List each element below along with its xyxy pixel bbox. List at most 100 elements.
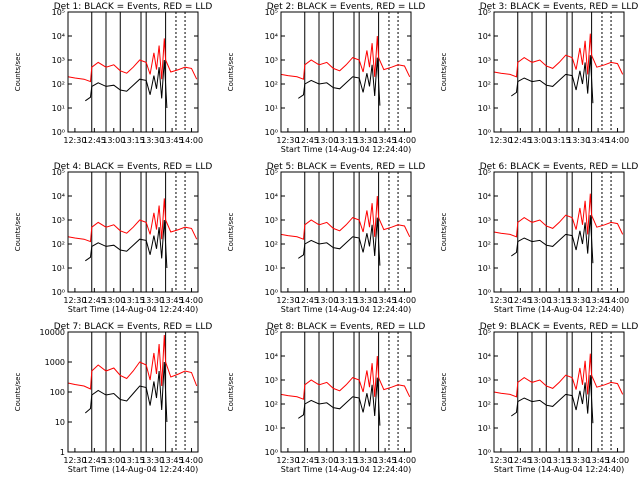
x-axis-label: Start Time (14-Aug-04 12:24:40) (281, 465, 412, 474)
plot-frame (67, 11, 199, 133)
x-tick-label: 13:45 (374, 296, 397, 305)
x-tick-label: 12:45 (296, 136, 319, 145)
x-tick-label: 12:45 (509, 296, 532, 305)
events-series-line (511, 55, 594, 104)
plot-frame (67, 171, 199, 293)
x-tick-label: 14:00 (606, 136, 629, 145)
lld-series-line (67, 334, 198, 390)
chart-panel-8: Det 8: BLACK = Events, RED = LLD Counts/s… (227, 322, 425, 474)
y-tick-label: 10⁴ (265, 192, 278, 201)
y-axis-label: Counts/sec (440, 213, 448, 252)
y-tick-label: 10⁴ (52, 32, 65, 41)
y-tick-label: 10² (52, 80, 65, 89)
plot-frame (493, 11, 625, 133)
y-tick-label: 10¹ (265, 104, 278, 113)
lld-series-line (67, 198, 198, 243)
y-tick-label: 10³ (265, 216, 278, 225)
chart-panel-4: Det 4: BLACK = Events, RED = LLD Counts/s… (14, 162, 212, 314)
y-axis-label: Counts/sec (14, 53, 22, 92)
y-tick-label: 10³ (478, 376, 491, 385)
plot-frame (493, 171, 625, 293)
x-axis-label: Start Time (14-Aug-04 12:24:40) (494, 465, 625, 474)
y-tick-label: 10¹ (478, 424, 491, 433)
plot-frame (280, 331, 412, 453)
y-tick-label: 10³ (478, 216, 491, 225)
x-tick-label: 14:00 (393, 456, 416, 465)
y-tick-label: 10² (265, 240, 278, 249)
lld-series-line (493, 33, 624, 78)
x-tick-label: 14:00 (180, 296, 203, 305)
x-tick-label: 13:45 (587, 136, 610, 145)
y-tick-label: 10⁴ (265, 32, 278, 41)
y-axis-label: Counts/sec (14, 213, 22, 252)
x-tick-label: 13:00 (315, 136, 338, 145)
y-axis-label: Counts/sec (14, 373, 22, 412)
chart-title: Det 7: BLACK = Events, RED = LLD (54, 322, 213, 332)
x-tick-label: 13:15 (548, 136, 571, 145)
y-tick-label: 10⁵ (265, 328, 278, 337)
x-tick-label: 13:45 (161, 456, 184, 465)
x-tick-label: 13:30 (567, 296, 590, 305)
y-tick-label: 10³ (52, 56, 65, 65)
y-tick-label: 10⁵ (265, 168, 278, 177)
x-tick-label: 13:15 (122, 136, 145, 145)
y-tick-label: 10 (55, 418, 65, 427)
y-axis-label: Counts/sec (227, 213, 235, 252)
x-tick-label: 12:30 (489, 296, 512, 305)
x-tick-label: 13:15 (335, 456, 358, 465)
y-tick-label: 10000 (40, 328, 65, 337)
x-tick-label: 13:00 (528, 296, 551, 305)
x-tick-label: 12:30 (276, 456, 299, 465)
x-tick-label: 13:30 (354, 456, 377, 465)
x-axis-label: Start Time (14-Aug-04 12:24:40) (281, 305, 412, 314)
x-tick-label: 14:00 (393, 136, 416, 145)
events-series-line (298, 377, 381, 426)
y-tick-label: 10² (478, 400, 491, 409)
chart-title: Det 2: BLACK = Events, RED = LLD (267, 2, 426, 12)
y-tick-label: 10⁵ (52, 8, 65, 17)
chart-title: Det 4: BLACK = Events, RED = LLD (54, 162, 213, 172)
x-tick-label: 13:45 (587, 456, 610, 465)
y-axis-label: Counts/sec (227, 373, 235, 412)
events-series-line (298, 57, 381, 106)
x-tick-label: 13:30 (567, 136, 590, 145)
x-tick-label: 13:15 (335, 136, 358, 145)
x-tick-label: 12:45 (83, 136, 106, 145)
events-series-line (511, 375, 594, 424)
x-tick-label: 13:00 (315, 296, 338, 305)
plot-frame (280, 11, 412, 133)
plot-frame (280, 171, 412, 293)
y-tick-label: 10³ (478, 56, 491, 65)
x-tick-label: 12:30 (276, 136, 299, 145)
y-tick-label: 10⁰ (478, 448, 491, 457)
x-tick-label: 13:45 (374, 456, 397, 465)
y-tick-label: 10³ (52, 216, 65, 225)
x-tick-label: 13:15 (335, 296, 358, 305)
y-tick-label: 10⁰ (52, 288, 65, 297)
plot-frame (493, 331, 625, 453)
x-tick-label: 12:45 (83, 296, 106, 305)
y-tick-label: 10¹ (265, 424, 278, 433)
y-tick-label: 10¹ (478, 264, 491, 273)
y-axis-label: Counts/sec (440, 53, 448, 92)
x-tick-label: 14:00 (180, 456, 203, 465)
x-tick-label: 13:00 (102, 296, 125, 305)
y-tick-label: 10⁰ (478, 128, 491, 137)
lld-series-line (280, 35, 411, 80)
y-tick-label: 10⁰ (52, 128, 65, 137)
x-tick-label: 13:30 (141, 456, 164, 465)
events-series-line (511, 215, 594, 264)
y-tick-label: 10⁵ (52, 168, 65, 177)
y-tick-label: 10¹ (265, 264, 278, 273)
y-tick-label: 10⁰ (265, 448, 278, 457)
chart-panel-2: Det 2: BLACK = Events, RED = LLD Counts/s… (227, 2, 425, 154)
y-tick-label: 10¹ (52, 104, 65, 113)
x-tick-label: 13:45 (374, 136, 397, 145)
x-tick-label: 13:00 (528, 456, 551, 465)
y-tick-label: 1 (60, 448, 65, 457)
x-tick-label: 14:00 (393, 296, 416, 305)
x-tick-label: 12:30 (489, 456, 512, 465)
x-tick-label: 13:30 (354, 136, 377, 145)
y-tick-label: 1000 (45, 358, 65, 367)
